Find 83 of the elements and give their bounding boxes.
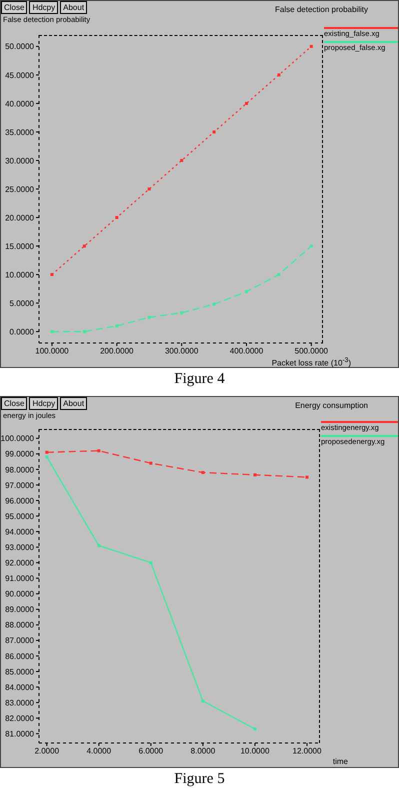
y-tick-label: 85.0000: [5, 667, 35, 676]
point: [45, 455, 48, 458]
y-tick-label: 20.0000: [5, 213, 35, 222]
point: [310, 44, 313, 48]
y-tick-label: 82.0000: [5, 714, 35, 723]
y-tick-label: 99.0000: [5, 450, 35, 459]
y-tick-label: 91.0000: [5, 574, 35, 584]
y-tick-label: 10.0000: [5, 270, 35, 280]
chart-title: False detection probability: [275, 5, 368, 14]
point: [45, 450, 48, 454]
point: [180, 158, 184, 162]
y-tick-label: 100.0000: [0, 434, 35, 444]
point: [97, 449, 100, 452]
y-tick-label: 94.0000: [5, 527, 35, 536]
y-tick-label: 35.0000: [5, 128, 35, 137]
y-tick-label: 0.0000: [10, 327, 35, 336]
point: [50, 273, 54, 276]
point: [82, 244, 86, 248]
x-tick-label: 12.0000: [292, 746, 322, 756]
y-tick-label: 15.0000: [5, 242, 35, 251]
point: [201, 700, 204, 703]
y-tick-label: 40.0000: [5, 99, 35, 108]
y-tick-label: 84.0000: [5, 682, 35, 692]
x-tick-label: 500.0000: [294, 346, 329, 356]
point: [305, 476, 308, 479]
x-tick-label: 10.0000: [240, 746, 270, 756]
y-tick-label: 96.0000: [5, 496, 35, 506]
y-tick-label: 86.0000: [5, 652, 35, 661]
x-axis-title: time: [332, 757, 348, 766]
y-tick-label: 30.0000: [5, 156, 35, 166]
y-tick-label: 88.0000: [5, 620, 35, 630]
y-tick-label: 89.0000: [5, 605, 35, 614]
y-tick-label: 98.0000: [5, 465, 35, 474]
point: [149, 561, 152, 564]
x-tick-label: 300.0000: [164, 346, 199, 356]
y-tick-label: 92.0000: [5, 558, 35, 568]
x-axis-title: Packet loss rate (10$^{-3}$): [272, 357, 351, 368]
y-tick-label: 25.0000: [5, 184, 35, 194]
x-tick-label: 8.0000: [190, 746, 216, 756]
x-tick-label: 2.0000: [34, 746, 60, 756]
chart-title: Energy consumption: [295, 401, 368, 410]
point: [115, 216, 118, 220]
point: [310, 244, 313, 248]
button: Close: [1, 1, 28, 14]
button: Close: [1, 397, 28, 410]
button: About: [60, 1, 88, 14]
caption: Figure 4: [173, 371, 226, 388]
point: [253, 728, 256, 731]
y-tick-label: 45.0000: [5, 70, 35, 80]
point: [149, 462, 152, 465]
point: [180, 311, 184, 314]
point: [253, 473, 256, 476]
y-tick-label: 97.0000: [5, 480, 35, 490]
caption: Figure 5: [173, 771, 226, 788]
point: [277, 73, 280, 76]
y-tick-label: 90.0000: [5, 590, 35, 599]
point: [201, 471, 204, 474]
point: [148, 316, 151, 319]
point: [82, 330, 86, 334]
x-tick-label: 100.0000: [35, 346, 70, 356]
point: [148, 188, 151, 190]
y-tick-label: 83.0000: [5, 698, 35, 708]
y-tick-label: 5.0000: [10, 298, 35, 308]
y-tick-label: 93.0000: [5, 542, 35, 552]
y-tick-label: 95.0000: [5, 512, 35, 521]
point: [277, 273, 280, 276]
button: Hdcpy: [29, 1, 58, 14]
button: About: [60, 397, 88, 410]
point: [115, 324, 118, 328]
point: [212, 130, 216, 134]
x-tick-label: 6.0000: [138, 746, 164, 756]
point: [244, 290, 248, 294]
y-tick-label: 81.0000: [5, 730, 35, 739]
button: Hdcpy: [29, 397, 58, 410]
x-tick-label: 4.0000: [86, 746, 112, 756]
point: [97, 544, 100, 548]
y-tick-label: 50.0000: [5, 42, 35, 52]
x-tick-label: 400.0000: [230, 346, 264, 356]
y-tick-label: 87.0000: [5, 636, 35, 646]
point: [50, 330, 54, 334]
point: [212, 302, 216, 306]
point: [244, 102, 248, 105]
x-tick-label: 200.0000: [100, 346, 134, 356]
